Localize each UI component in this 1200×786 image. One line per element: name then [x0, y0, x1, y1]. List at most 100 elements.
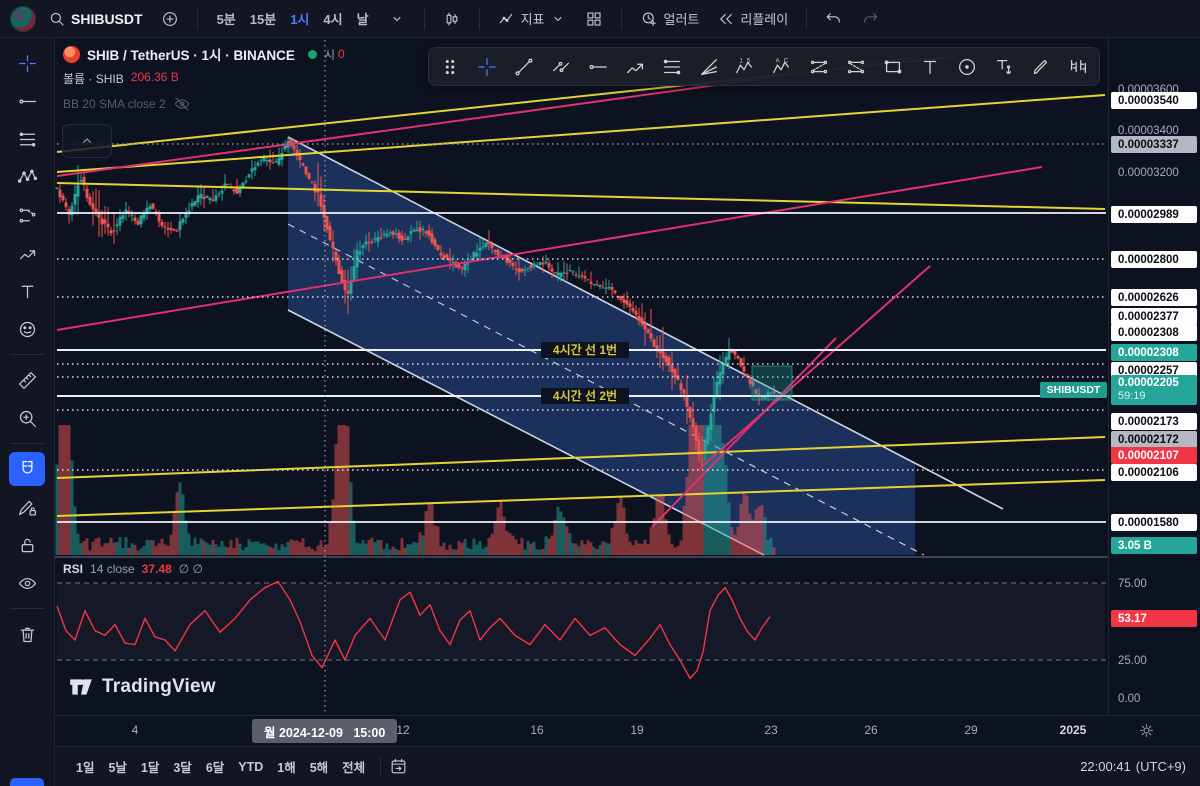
range-button-1해[interactable]: 1해 [277, 761, 296, 775]
volume-bar [217, 546, 221, 555]
tool-ruler[interactable] [9, 363, 45, 397]
drawing-tool-rectangle[interactable] [876, 51, 910, 83]
rsi-band [57, 583, 1105, 660]
time-scale[interactable]: 월 2024-12-09 15:00 4 12 16 19 23 26 29 2025 [55, 715, 1200, 746]
candle-body [622, 299, 626, 303]
rsi-line[interactable] [56, 580, 771, 680]
drawing-tool-pattern-a[interactable] [802, 51, 836, 83]
eye-off-icon[interactable] [173, 95, 191, 113]
symbol-title[interactable]: SHIB / TetherUS · 1시 · BINANCE [87, 48, 295, 63]
redo-button[interactable] [855, 6, 885, 32]
tool-emoji[interactable] [9, 312, 45, 346]
tool-eye[interactable] [9, 566, 45, 600]
toolbar-divider [10, 354, 44, 355]
tool-pencil-lock[interactable] [9, 490, 45, 524]
tool-zoom-in[interactable] [9, 401, 45, 435]
undo-button[interactable] [819, 6, 849, 32]
yellow-trend-line[interactable] [56, 479, 1106, 517]
chart-style-button[interactable] [437, 6, 467, 32]
timeframe-날[interactable]: 날 [356, 12, 369, 27]
range-button-3달[interactable]: 3달 [173, 761, 192, 775]
candle-body [304, 166, 308, 174]
drawing-tool-bars-pattern[interactable] [1061, 51, 1095, 83]
drawing-tool-trend-line[interactable] [507, 51, 541, 83]
rsi-name[interactable]: RSI [63, 562, 84, 576]
layout-grid-button[interactable] [579, 6, 609, 32]
price-scale[interactable]: 0.00003600 0.00003540 0.00003400 0.00003337… [1108, 38, 1200, 715]
drawing-tool-anchored-text[interactable] [987, 51, 1021, 83]
legend-collapse-button[interactable] [62, 124, 112, 158]
symbol-search[interactable]: SHIBUSDT [42, 6, 149, 32]
line-label[interactable]: 4시간 선 2번 [553, 388, 617, 403]
range-button-5날[interactable]: 5날 [108, 761, 127, 775]
candle-body [766, 392, 770, 397]
candle-body [421, 228, 425, 230]
volume-bar [466, 547, 470, 555]
timeframe-dropdown[interactable] [382, 6, 412, 32]
tool-trash[interactable] [9, 617, 45, 651]
indicators-button[interactable]: 지표 [492, 5, 574, 32]
user-avatar[interactable] [10, 5, 36, 32]
tool-xabcd-pattern[interactable] [9, 160, 45, 194]
volume-bar [151, 540, 155, 555]
bb-indicator-label[interactable]: BB 20 SMA close 2 [63, 97, 166, 111]
channel-mid-line[interactable] [287, 223, 925, 556]
drawing-tool-crosshair[interactable] [470, 51, 504, 83]
hidden-bottom-widget[interactable] [10, 778, 44, 786]
candle-body [310, 181, 314, 183]
magenta-trend-line[interactable] [651, 337, 837, 528]
timeframe-4시[interactable]: 4시 [323, 12, 343, 27]
timeframe-1시[interactable]: 1시 [290, 12, 310, 27]
magenta-trend-line[interactable] [697, 265, 931, 471]
timeframe-15분[interactable]: 15분 [249, 12, 277, 27]
range-button-1달[interactable]: 1달 [140, 761, 160, 775]
drawing-tool-arrow-line[interactable] [618, 51, 652, 83]
volume-bar [700, 425, 704, 555]
volume-bar [313, 550, 317, 555]
tool-arrow-line[interactable] [9, 236, 45, 270]
tool-lock[interactable] [9, 528, 45, 562]
tool-text[interactable] [9, 274, 45, 308]
drawing-tool-circle-tool[interactable] [950, 51, 984, 83]
price-chart[interactable]: 4시간 선 1번 4시간 선 2번 [55, 38, 1108, 715]
tool-fib-retracement[interactable] [9, 122, 45, 156]
volume-label[interactable]: 볼륨 · SHIB [63, 72, 124, 86]
highlight-box[interactable] [751, 365, 793, 401]
drawing-tool-text[interactable] [913, 51, 947, 83]
time-tick: 4 [131, 723, 139, 737]
drawing-tool-drag-handle[interactable] [433, 51, 467, 83]
drawing-tool-disjoint-channel[interactable] [544, 51, 578, 83]
drawing-tool-horizontal-ray[interactable] [581, 51, 615, 83]
yellow-trend-line[interactable] [56, 436, 1106, 479]
drawing-tool-trend-fan[interactable] [692, 51, 726, 83]
replay-button[interactable]: 리플레이 [711, 5, 794, 32]
line-label[interactable]: 4시간 선 1번 [553, 342, 617, 357]
gear-icon[interactable] [1137, 721, 1156, 745]
add-symbol-button[interactable] [155, 6, 185, 32]
tool-prediction[interactable] [9, 198, 45, 232]
range-group: 1일 5날 1달 3달 6달 YTD 1해 5해 전체 [69, 752, 372, 781]
magenta-trend-line[interactable] [56, 166, 1043, 331]
drawing-tool-fib-retracement[interactable] [655, 51, 689, 83]
drawing-tool-pattern-b[interactable] [839, 51, 873, 83]
range-button-전체[interactable]: 전체 [342, 761, 366, 775]
yellow-trend-line[interactable] [56, 94, 1106, 173]
tool-magnet[interactable] [9, 452, 45, 486]
goto-date-button[interactable] [389, 757, 408, 776]
tool-crosshair[interactable] [9, 46, 45, 80]
range-button-5해[interactable]: 5해 [309, 761, 329, 775]
yellow-trend-line[interactable] [56, 182, 1106, 210]
candle-body [247, 174, 251, 178]
tradingview-logo[interactable]: TradingView [68, 674, 216, 700]
alert-button[interactable]: 얼러트 [634, 5, 705, 32]
range-button-YTD[interactable]: YTD [238, 759, 264, 774]
range-button-6달[interactable]: 6달 [205, 761, 225, 775]
range-button-1일[interactable]: 1일 [76, 761, 95, 775]
timeframe-5분[interactable]: 5분 [216, 12, 236, 27]
drawing-tool-brush[interactable] [1024, 51, 1058, 83]
candle-body [250, 168, 254, 172]
tool-horizontal-ray[interactable] [9, 84, 45, 118]
clock[interactable]: 22:00:41 (UTC+9) [1080, 759, 1186, 774]
